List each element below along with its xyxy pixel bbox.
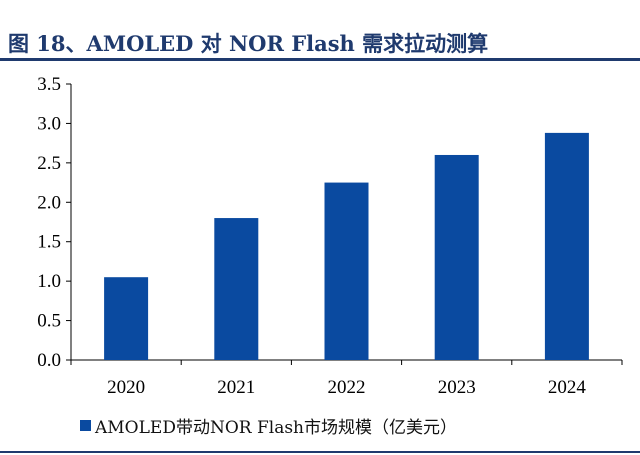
bar-2024	[544, 132, 589, 360]
x-tick-label: 2022	[328, 377, 366, 398]
y-tick-label: 0.0	[37, 350, 61, 371]
y-tick-label: 1.0	[37, 271, 61, 292]
bars	[104, 132, 589, 360]
bar-2021	[214, 218, 259, 360]
legend-label: AMOLED带动NOR Flash市场规模（亿美元）	[95, 417, 458, 438]
x-tick-label: 2020	[107, 377, 145, 398]
y-tick-label: 0.5	[37, 311, 61, 332]
bar-2020	[104, 277, 149, 360]
bar-2023	[434, 154, 479, 360]
bottom-divider	[0, 451, 640, 453]
y-tick-label: 2.0	[37, 192, 61, 213]
bar-2022	[324, 182, 369, 360]
figure-title-bar: 图 18、AMOLED 对 NOR Flash 需求拉动测算	[0, 24, 640, 58]
legend: AMOLED带动NOR Flash市场规模（亿美元）	[80, 412, 457, 438]
y-axis: 0.0 0.5 1.0 1.5 2.0 2.5 3.0 3.5	[37, 74, 72, 371]
x-tick-label: 2024	[548, 377, 587, 398]
figure-title: 图 18、AMOLED 对 NOR Flash 需求拉动测算	[8, 31, 489, 56]
title-divider	[0, 58, 640, 61]
y-tick-label: 1.5	[37, 232, 61, 253]
y-tick-label: 2.5	[37, 153, 61, 174]
x-tick-label: 2021	[217, 377, 255, 398]
legend-swatch	[80, 419, 91, 431]
x-axis: 2020 2021 2022 2023 2024	[70, 359, 623, 398]
y-tick-label: 3.0	[37, 113, 61, 134]
x-tick-label: 2023	[438, 377, 476, 398]
y-tick-label: 3.5	[37, 74, 61, 95]
